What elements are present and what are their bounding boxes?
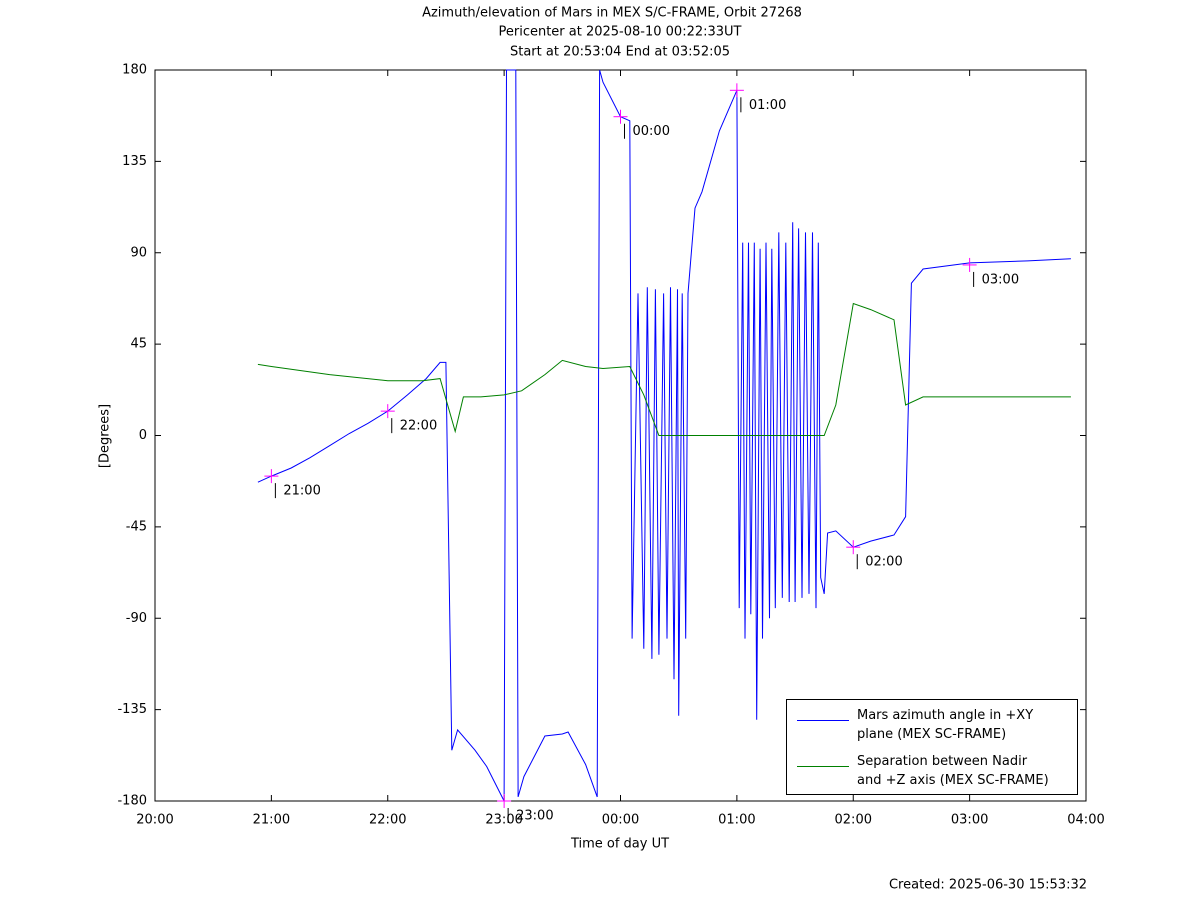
y-tick-label: 90: [130, 245, 147, 260]
series-line: [257, 69, 1071, 802]
subtitle: Pericenter at 2025-08-10 00:22:33UT: [498, 25, 741, 40]
y-tick-label: 135: [122, 154, 147, 169]
x-tick-label: 23:00: [485, 813, 522, 828]
annotation: 23:00: [516, 809, 553, 824]
x-tick-label: 01:00: [718, 813, 755, 828]
x-tick-label: 03:00: [951, 813, 988, 828]
annotation: 03:00: [982, 272, 1019, 287]
annotation: 01:00: [749, 98, 786, 113]
y-tick-label: -180: [117, 794, 147, 809]
y-tick-label: 0: [139, 428, 147, 443]
plot-frame: [154, 69, 1087, 802]
annotation: 00:00: [633, 124, 670, 139]
annotation: 21:00: [283, 484, 320, 499]
x-tick-label: 00:00: [602, 813, 639, 828]
y-tick-label: 45: [130, 337, 147, 352]
legend: Mars azimuth angle in +XY plane (MEX SC-…: [786, 699, 1078, 795]
y-tick-label: -45: [126, 519, 147, 534]
y-axis-label: [Degrees]: [98, 404, 113, 468]
legend-swatch: [797, 720, 849, 721]
series-line: [257, 302, 1071, 436]
footer: Created: 2025-06-30 15:53:32: [889, 878, 1087, 893]
x-tick-label: 04:00: [1067, 813, 1104, 828]
legend-swatch: [797, 766, 849, 767]
x-tick-label: 02:00: [835, 813, 872, 828]
annotation: 02:00: [865, 555, 902, 570]
x-tick-label: 20:00: [136, 813, 173, 828]
subtitle: Start at 20:53:04 End at 03:52:05: [510, 45, 730, 60]
y-tick-label: 180: [122, 63, 147, 78]
y-tick-label: -135: [117, 702, 147, 717]
annotation: 22:00: [400, 419, 437, 434]
y-tick-label: -90: [126, 611, 147, 626]
x-tick-label: 21:00: [253, 813, 290, 828]
chart-title: Azimuth/elevation of Mars in MEX S/C-FRA…: [422, 6, 802, 21]
legend-label: Mars azimuth angle in +XY plane (MEX SC-…: [857, 708, 1034, 742]
x-axis-label: Time of day UT: [570, 837, 669, 852]
legend-label: Separation between Nadir and +Z axis (ME…: [857, 754, 1049, 788]
x-tick-label: 22:00: [369, 813, 406, 828]
